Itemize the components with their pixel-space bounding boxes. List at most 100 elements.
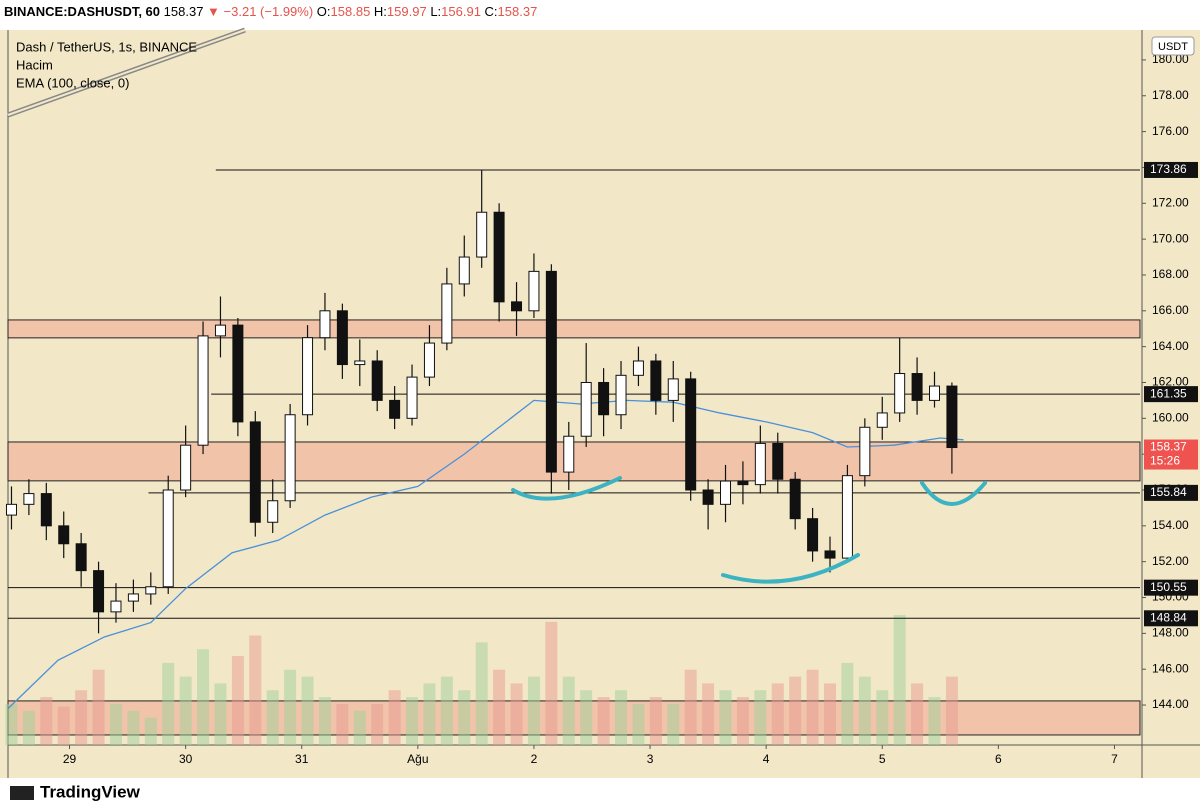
- volume-bar: [231, 656, 244, 745]
- y-tick-label: 164.00: [1152, 339, 1189, 353]
- candle-body: [511, 301, 523, 312]
- candle-body: [928, 385, 940, 401]
- candle-body: [789, 478, 801, 520]
- level-label: 161.35: [1150, 386, 1187, 400]
- candle-body: [406, 376, 418, 419]
- volume-bar: [545, 621, 558, 745]
- volume-bar: [806, 669, 819, 745]
- y-tick-label: 144.00: [1152, 697, 1189, 711]
- y-tick-label: 148.00: [1152, 626, 1189, 640]
- candle-body: [284, 414, 296, 502]
- candle-body: [232, 324, 244, 423]
- candle-body: [859, 426, 871, 477]
- candle-body: [702, 489, 714, 505]
- volume-bar: [40, 697, 53, 745]
- candle-body: [336, 310, 348, 366]
- candle-body: [389, 399, 401, 419]
- volume-bar: [580, 690, 593, 745]
- volume-bar: [893, 615, 906, 745]
- volume-bar: [197, 649, 210, 745]
- volume-bar: [928, 697, 941, 745]
- volume-bar: [127, 710, 140, 745]
- candle-body: [354, 360, 366, 366]
- legend-volume: Hacim: [16, 57, 53, 72]
- candle-body: [563, 435, 575, 473]
- candle-body: [598, 381, 610, 416]
- brand: TradingView: [40, 782, 141, 801]
- y-tick-label: 154.00: [1152, 518, 1189, 532]
- x-tick-label: 29: [63, 752, 77, 766]
- volume-bar: [57, 706, 70, 745]
- volume-bar: [423, 683, 436, 745]
- candle-body: [946, 385, 958, 449]
- symbol: BINANCE:DASHUSDT, 60: [4, 4, 161, 19]
- candle-body: [841, 475, 853, 559]
- level-label: 155.84: [1150, 485, 1187, 499]
- volume-bar: [301, 676, 314, 745]
- annotation-curve: [920, 481, 987, 506]
- candle-body: [580, 381, 592, 437]
- level-box: [1144, 579, 1198, 596]
- candle-body: [545, 270, 557, 473]
- volume-bar: [318, 697, 331, 745]
- candle-body: [807, 518, 819, 552]
- ema-line: [7, 399, 964, 710]
- x-tick-label: Ağu: [407, 752, 428, 766]
- o-value: 158.85: [330, 4, 371, 19]
- candle-body: [127, 593, 139, 602]
- volume-bar: [510, 683, 523, 745]
- candle-body: [458, 256, 470, 285]
- change: −3.21 (−1.99%): [223, 4, 314, 19]
- header: BINANCE:DASHUSDT, 60 158.37 ▼ −3.21 (−1.…: [4, 4, 537, 19]
- candle-body: [249, 421, 261, 523]
- candle-body: [110, 600, 122, 613]
- l-value: 156.91: [441, 4, 481, 19]
- candle-body: [754, 442, 766, 486]
- o-label: O:: [316, 4, 331, 19]
- candle-body: [145, 586, 157, 595]
- volume-bar: [649, 697, 662, 745]
- volume-bar: [841, 662, 854, 745]
- volume-bar: [92, 669, 105, 745]
- volume-bar: [702, 683, 715, 745]
- volume-bar: [771, 683, 784, 745]
- candle-body: [667, 378, 679, 401]
- volume-bar: [789, 676, 802, 745]
- level-box: [1144, 386, 1198, 403]
- volume-bar: [858, 676, 871, 745]
- legend-ema: EMA (100, close, 0): [16, 75, 129, 90]
- volume-bar: [754, 690, 767, 745]
- volume-bar: [684, 669, 697, 745]
- volume-bar: [597, 697, 610, 745]
- drawing-line: [7, 29, 246, 116]
- volume-bar: [527, 676, 540, 745]
- candle-body: [162, 489, 174, 588]
- volume-bar: [336, 703, 349, 745]
- annotation-curve: [511, 476, 622, 501]
- candle-body: [737, 480, 749, 486]
- y-tick-label: 166.00: [1152, 303, 1189, 317]
- annotation-curve: [721, 553, 860, 584]
- volume-bar: [75, 690, 88, 745]
- volume-bar: [371, 703, 384, 745]
- volume-bar: [945, 676, 958, 745]
- legend-title: Dash / TetherUS, 1s, BINANCE: [16, 39, 197, 54]
- level-box: [1144, 161, 1198, 178]
- c-value: 158.37: [497, 4, 538, 19]
- volume-bar: [214, 683, 227, 745]
- volume-bar: [162, 662, 175, 745]
- volume-bar: [144, 717, 157, 745]
- volume-bar: [109, 703, 122, 745]
- y-tick-label: 180.00: [1152, 52, 1189, 66]
- footer-bg: [0, 778, 1200, 807]
- candle-body: [75, 543, 87, 572]
- x-tick-label: 2: [531, 752, 538, 766]
- y-tick-label: 170.00: [1152, 231, 1189, 245]
- candle-body: [772, 442, 784, 480]
- x-tick-label: 3: [647, 752, 654, 766]
- volume-bar: [876, 690, 889, 745]
- volume-bar: [179, 676, 192, 745]
- volume-bar: [493, 669, 506, 745]
